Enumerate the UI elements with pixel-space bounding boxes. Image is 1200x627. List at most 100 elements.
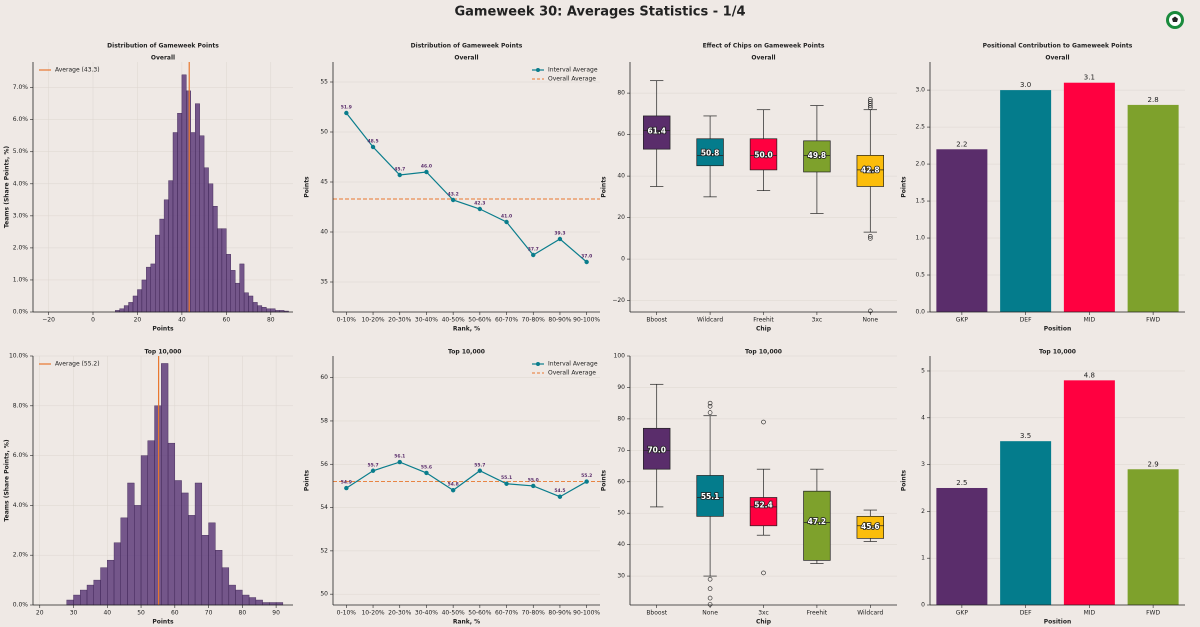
data-point <box>584 479 589 484</box>
mean-label: 70.0 <box>647 445 666 454</box>
outlier <box>707 404 713 409</box>
hist-bar <box>123 305 129 313</box>
x-tick-label: 20-30% <box>388 317 411 324</box>
data-point <box>370 468 376 473</box>
x-tick-label: MID <box>1084 610 1096 617</box>
data-label: 3.0 <box>1020 81 1031 89</box>
hist-bar <box>73 594 81 606</box>
outlier <box>867 233 873 239</box>
chart-subtitle: Overall <box>454 55 478 62</box>
y-tick-label: 1.0 <box>915 235 925 242</box>
data-label: 2.2 <box>956 140 967 148</box>
hist-bar <box>199 135 205 313</box>
y-tick-label: 54 <box>320 504 328 511</box>
x-tick-label: −20 <box>42 317 55 324</box>
box <box>803 140 831 173</box>
hist-bar <box>248 597 257 606</box>
x-tick-label: 30 <box>70 610 78 617</box>
data-point <box>477 468 483 473</box>
hist-bar <box>119 308 125 313</box>
data-label: 55.6 <box>421 464 432 470</box>
hist-bar <box>163 199 169 313</box>
x-tick-label: 80 <box>239 610 247 617</box>
legend-label: Overall Average <box>548 370 596 377</box>
hist-bar <box>93 579 101 606</box>
hist-bar <box>107 559 115 606</box>
hist-bar <box>248 295 254 313</box>
y-tick-label: 80 <box>617 90 625 97</box>
legend-label: Interval Average <box>548 361 598 368</box>
y-tick-label: 0.0% <box>13 309 29 316</box>
hist-bar <box>168 180 174 313</box>
outlier <box>707 400 713 406</box>
outlier <box>867 308 873 314</box>
y-tick-label: 1 <box>921 555 925 562</box>
y-tick-label: 4.0% <box>13 502 29 509</box>
y-tick-label: 90 <box>617 384 625 391</box>
x-tick-label: 10-20% <box>361 317 384 324</box>
outlier <box>867 97 873 102</box>
hist-bar <box>127 482 135 606</box>
y-tick-label: 3 <box>921 461 925 468</box>
y-tick-label: 0.0% <box>13 602 29 609</box>
y-axis-label: Teams (Share Points, %) <box>4 439 11 521</box>
box <box>803 490 831 561</box>
x-tick-label: MID <box>1084 317 1096 324</box>
y-tick-label: 58 <box>320 417 328 424</box>
x-tick-label: 60-70% <box>495 317 518 324</box>
mean-label: 49.8 <box>808 151 827 160</box>
hist-bar <box>174 480 182 606</box>
hist-bar <box>154 405 162 606</box>
hist-bar <box>203 167 209 313</box>
outlier <box>707 595 713 601</box>
x-axis-label: Rank, % <box>453 326 480 333</box>
x-axis-label: Position <box>1044 326 1071 333</box>
hist-bar <box>215 550 223 606</box>
hist-bar <box>243 292 249 313</box>
box <box>642 427 671 470</box>
y-tick-label: 0.0 <box>915 309 925 316</box>
data-label: 54.5 <box>554 488 565 494</box>
y-tick-label: 2.5 <box>915 124 925 131</box>
mean-label: 52.4 <box>754 501 773 510</box>
data-label: 46.0 <box>421 164 432 170</box>
outlier <box>761 419 766 425</box>
data-label: 55.1 <box>501 475 512 481</box>
hist-bar <box>159 218 165 313</box>
hist-bar <box>177 113 183 313</box>
chart-title: Distribution of Gameweek Points <box>411 43 523 50</box>
data-point <box>531 252 536 258</box>
outlier <box>707 576 713 582</box>
y-tick-label: 2.0% <box>13 552 29 559</box>
y-axis-label: Points <box>901 176 908 198</box>
hist-bar <box>146 266 151 313</box>
x-tick-label: 3xc <box>812 317 823 324</box>
hist-bar <box>132 295 138 313</box>
hist-bar <box>261 306 267 313</box>
y-tick-label: 0 <box>921 602 925 609</box>
data-label: 2.5 <box>956 479 967 487</box>
y-axis-label: Points <box>901 469 908 491</box>
x-tick-label: GKP <box>956 317 969 324</box>
data-point <box>531 483 536 489</box>
chart-title: Top 10,000 <box>745 349 782 356</box>
data-label: 2.9 <box>1148 460 1159 468</box>
bar <box>1127 469 1179 605</box>
mean-label: 50.0 <box>754 150 773 159</box>
y-tick-label: 2 <box>921 508 925 515</box>
legend-label: Average (55.2) <box>55 361 100 368</box>
data-label: 55.2 <box>581 473 592 479</box>
data-point <box>344 485 349 491</box>
data-label: 55.7 <box>474 462 485 468</box>
hist-bar <box>228 584 236 606</box>
x-tick-label: Wildcard <box>857 610 883 617</box>
outlier <box>707 410 713 415</box>
y-tick-label: 3.0% <box>13 212 29 219</box>
data-label: 43.2 <box>448 192 459 198</box>
chart-title: Top 10,000 <box>1039 349 1076 356</box>
x-tick-label: GKP <box>956 610 969 617</box>
y-tick-label: 2.0% <box>13 244 29 251</box>
x-tick-label: 80-90% <box>548 317 571 324</box>
y-tick-label: 50 <box>320 129 328 136</box>
hist-bar <box>252 302 258 313</box>
